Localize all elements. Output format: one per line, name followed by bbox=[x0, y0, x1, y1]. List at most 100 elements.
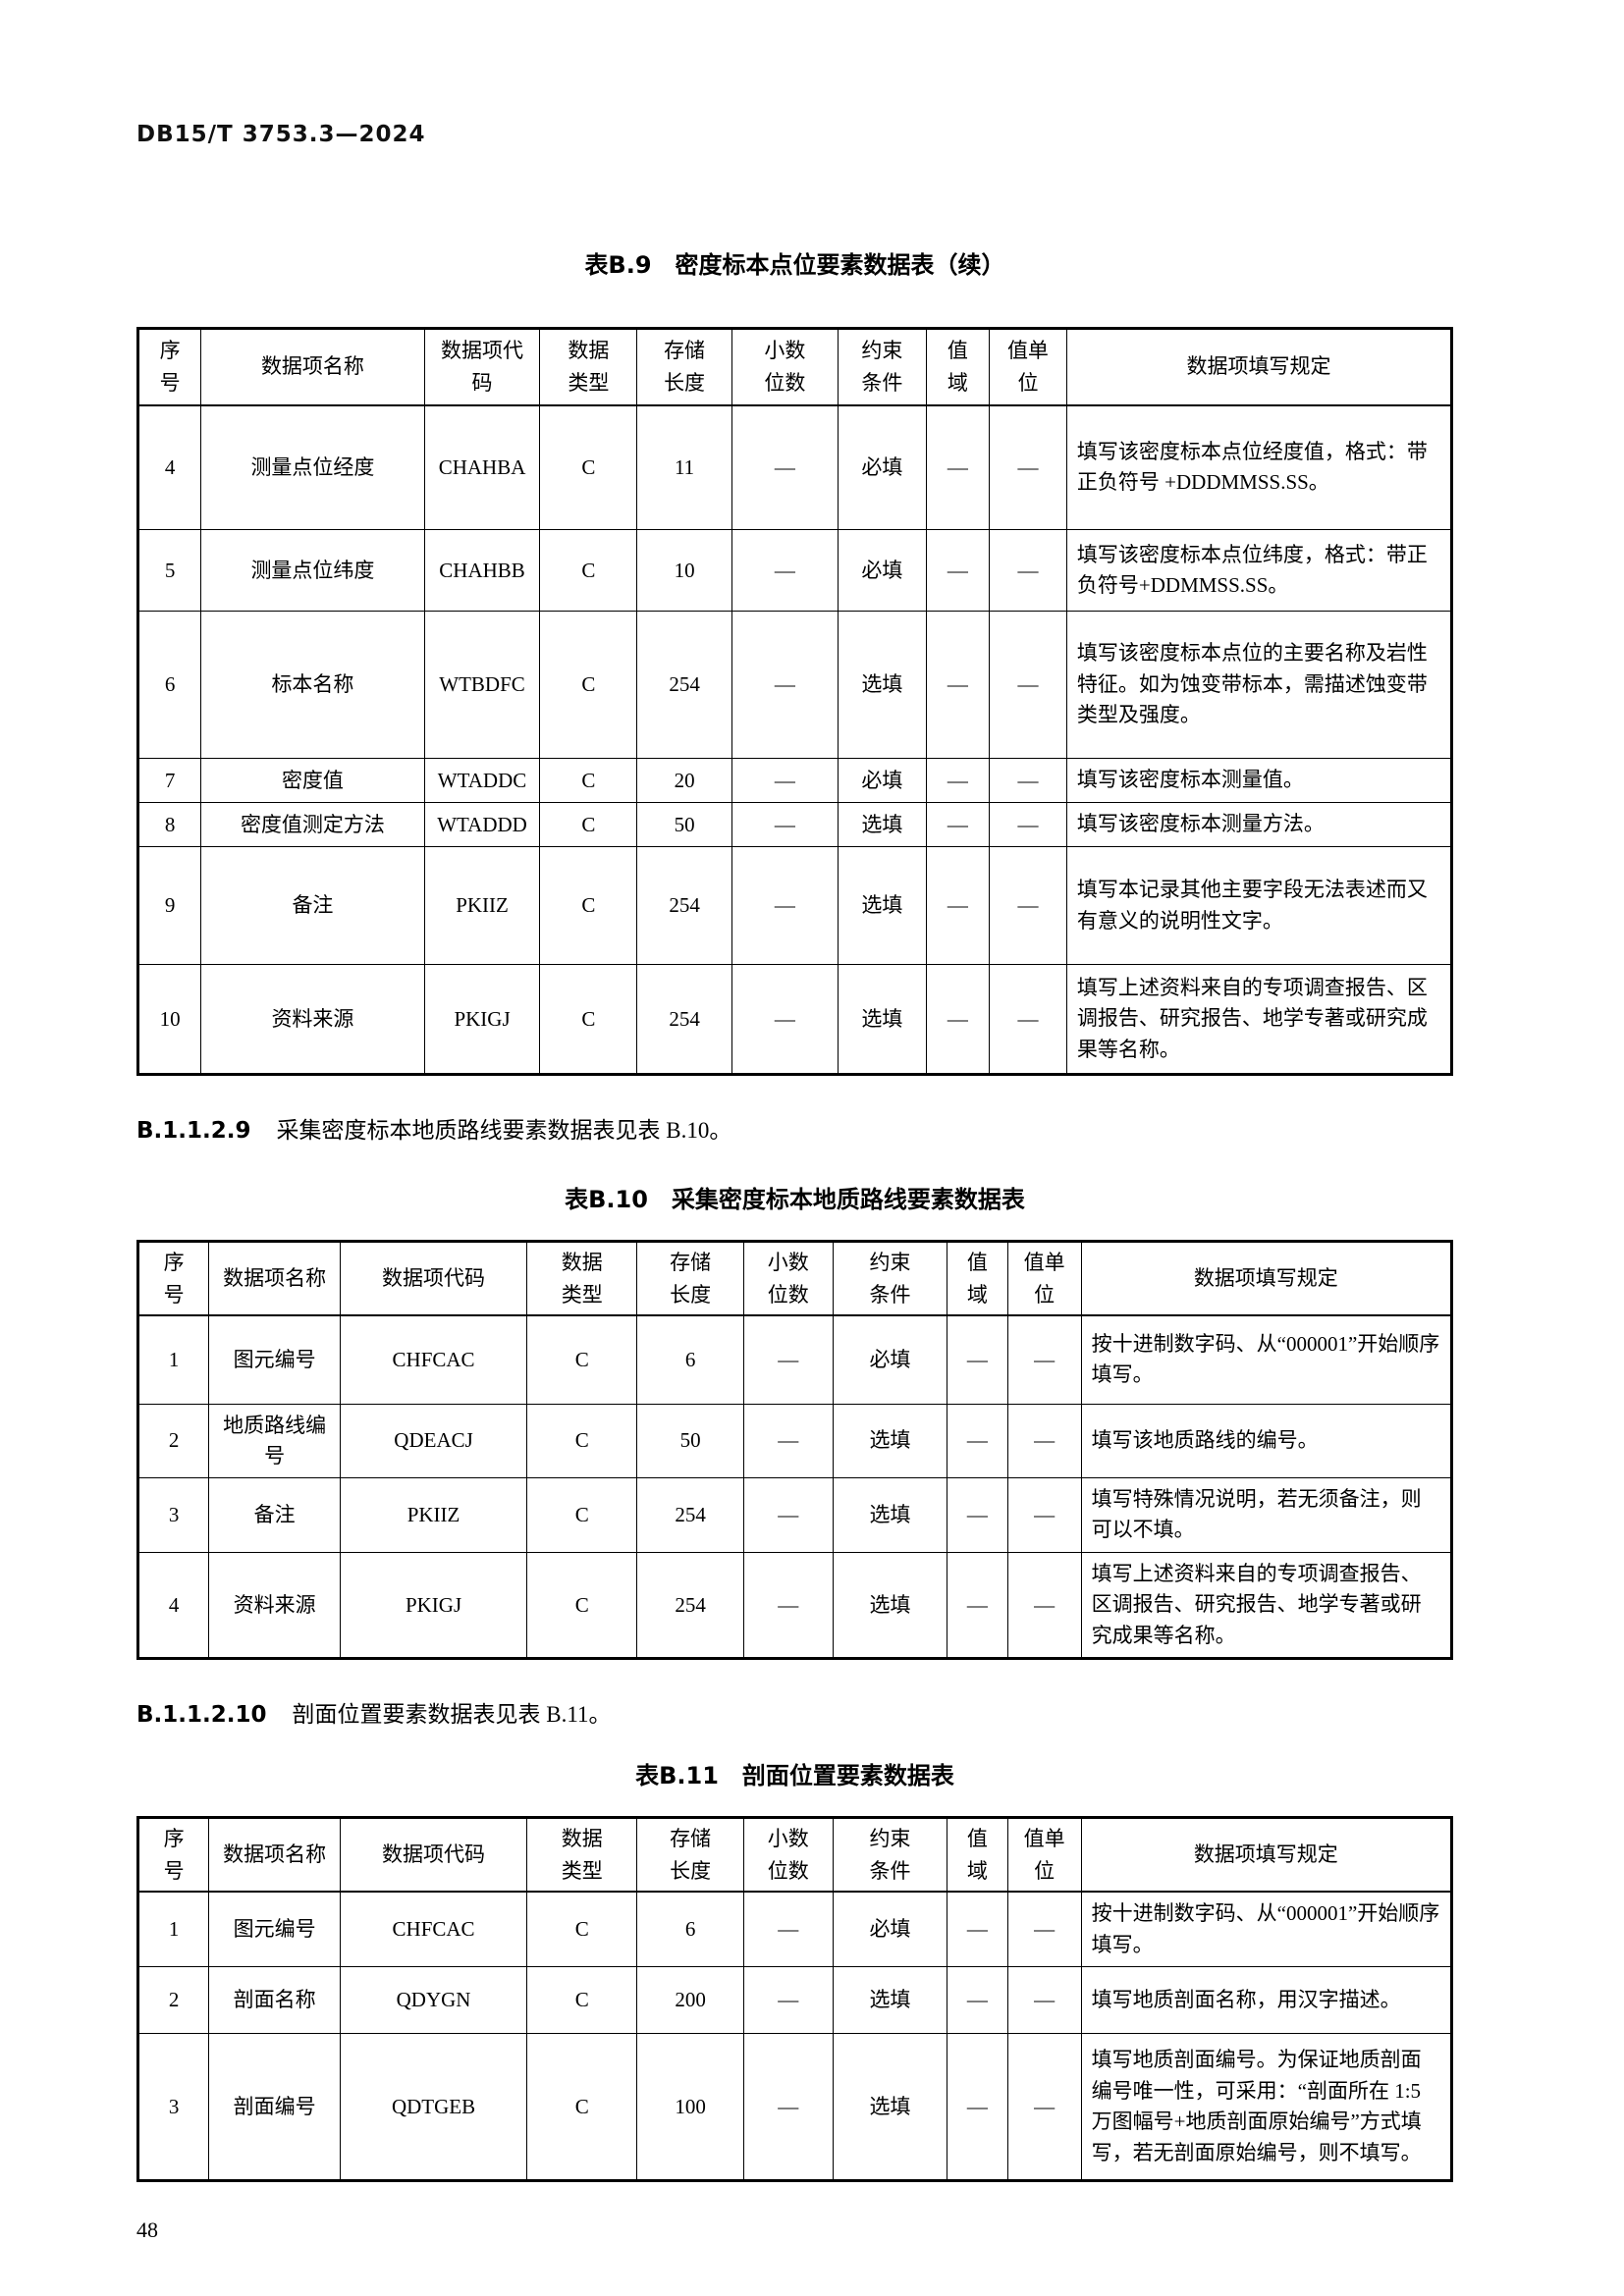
table-cell: — bbox=[1006, 2033, 1082, 2182]
table-cell: — bbox=[925, 611, 990, 759]
data-table-b11: 序 号数据项名称 数据项代码 数据 类型 存储 长度 小数 位数 约束 条件值 域值单 位… bbox=[136, 1816, 1453, 2183]
table-cell: — bbox=[742, 2033, 834, 2182]
table-cell: — bbox=[925, 846, 990, 965]
table-cell: C bbox=[526, 1314, 638, 1405]
table-cell: — bbox=[988, 404, 1067, 530]
column-header: 值 域 bbox=[947, 1241, 1008, 1317]
header-row: 序 号数据项名称 数据项代码 数据 类型 存储 长度 小数 位数 约束 条件值 域值单 位… bbox=[136, 1817, 1453, 1894]
table-cell: 填写该密度标本测量值。 bbox=[1065, 758, 1453, 803]
table-row: 10 资料来源 PKIGJ C 254— 选填 — — 填写上述资料来自的专项调查报告、区调报告… bbox=[136, 964, 1453, 1075]
column-header: 小数 位数 bbox=[731, 328, 839, 406]
table-body: 1 图元编号 CHFCAC C 6— 必填 — — 按十进制数字码、从“000001”开始顺序填… bbox=[136, 1314, 1453, 1660]
table-cell: 备注 bbox=[208, 1476, 342, 1553]
table-cell: — bbox=[731, 611, 839, 759]
clause-paragraph: B.1.1.2.10 剖面位置要素数据表见表 B.11。 bbox=[136, 1695, 1453, 1729]
table-cell: 剖面名称 bbox=[208, 1966, 342, 2035]
table-cell: — bbox=[731, 529, 839, 612]
table-b10-title: 表B.10 采集密度标本地质路线要素数据表 bbox=[565, 1186, 1025, 1213]
table-cell: C bbox=[539, 802, 638, 847]
table-cell: — bbox=[947, 1403, 1008, 1478]
table-cell: C bbox=[539, 846, 638, 965]
table-cell: 1 bbox=[136, 1891, 210, 1968]
column-header: 序 号 bbox=[136, 328, 202, 406]
column-header: 值 域 bbox=[947, 1817, 1008, 1894]
table-header: 序 号数据项名称 数据项代码 数据 类型 存储 长度 小数 位数 约束 条件值 域值单 位… bbox=[136, 1817, 1453, 1894]
table-cell: — bbox=[742, 1891, 834, 1968]
column-header: 数据项代码 bbox=[340, 1817, 528, 1894]
table-cell: 254 bbox=[636, 611, 732, 759]
clause-paragraph: B.1.1.2.9 采集密度标本地质路线要素数据表见表 B.10。 bbox=[136, 1111, 1453, 1145]
table-cell: PKIIZ bbox=[340, 1476, 528, 1553]
table-cell: 200 bbox=[636, 1966, 744, 2035]
table-cell: 11 bbox=[636, 404, 732, 530]
table-cell: 密度值测定方法 bbox=[200, 802, 425, 847]
table-cell: 3 bbox=[136, 1476, 210, 1553]
table-cell: 测量点位纬度 bbox=[200, 529, 425, 612]
table-cell: — bbox=[731, 802, 839, 847]
table-cell: C bbox=[526, 1891, 638, 1968]
clause-text: 采集密度标本地质路线要素数据表见表 B.10。 bbox=[276, 1118, 732, 1143]
table-cell: — bbox=[947, 1551, 1008, 1660]
table-cell: 6 bbox=[636, 1891, 744, 1968]
table-cell: QDTGEB bbox=[340, 2033, 528, 2182]
table-cell: C bbox=[526, 2033, 638, 2182]
table-cell: 填写该密度标本点位的主要名称及岩性特征。如为蚀变带标本，需描述蚀变带类型及强度。 bbox=[1065, 611, 1453, 759]
table-cell: PKIGJ bbox=[340, 1551, 528, 1660]
table-cell: — bbox=[947, 2033, 1008, 2182]
table-cell: 选填 bbox=[832, 1403, 948, 1478]
table-row: 7 密度值 WTADDC C 20— 必填 — — 填写该密度标本测量值。 bbox=[136, 758, 1453, 803]
table-cell: — bbox=[947, 1476, 1008, 1553]
table-cell: 填写上述资料来自的专项调查报告、区调报告、研究报告、地学专著或研究成果等名称。 bbox=[1065, 964, 1453, 1075]
table-row: 4 资料来源 PKIGJ C 254— 选填 — — 填写上述资料来自的专项调查报告、区调报告、… bbox=[136, 1551, 1453, 1660]
table-cell: 填写该密度标本点位纬度，格式：带正负符号+DDMMSS.SS。 bbox=[1065, 529, 1453, 612]
table-cell: 测量点位经度 bbox=[200, 404, 425, 530]
table-cell: — bbox=[1006, 1476, 1082, 1553]
table-cell: 8 bbox=[136, 802, 202, 847]
table-cell: 6 bbox=[136, 611, 202, 759]
data-table-b9: 序 号数据项名称 数据项代 码数据 类型 存储 长度 小数 位数 约束 条件值 域值单 … bbox=[136, 327, 1453, 1076]
column-header: 约束 条件 bbox=[832, 1241, 948, 1317]
table-cell: 按十进制数字码、从“000001”开始顺序填写。 bbox=[1080, 1891, 1453, 1968]
table-cell: CHAHBB bbox=[423, 529, 541, 612]
table-cell: 填写上述资料来自的专项调查报告、区调报告、研究报告、地学专著或研究成果等名称。 bbox=[1080, 1551, 1453, 1660]
table-cell: CHAHBA bbox=[423, 404, 541, 530]
table-row: 8 密度值测定方法 WTADDD C 50— 选填 — — 填写该密度标本测量方法。 bbox=[136, 802, 1453, 847]
table-cell: C bbox=[526, 1966, 638, 2035]
table-cell: 254 bbox=[636, 846, 732, 965]
table-cell: — bbox=[742, 1476, 834, 1553]
table-header: 序 号数据项名称 数据项代码 数据 类型 存储 长度 小数 位数 约束 条件值 域值单 位… bbox=[136, 1241, 1453, 1317]
column-header: 数据项名称 bbox=[208, 1817, 342, 1894]
table-cell: 选填 bbox=[832, 1476, 948, 1553]
table-cell: 按十进制数字码、从“000001”开始顺序填写。 bbox=[1080, 1314, 1453, 1405]
table-cell: 选填 bbox=[838, 802, 927, 847]
column-header: 数据项填写规定 bbox=[1080, 1241, 1453, 1317]
column-header: 数据 类型 bbox=[526, 1817, 638, 1894]
table-row: 1 图元编号 CHFCAC C 6— 必填 — — 按十进制数字码、从“000001”开始顺序填… bbox=[136, 1891, 1453, 1968]
table-cell: — bbox=[731, 846, 839, 965]
table-cell: — bbox=[925, 758, 990, 803]
table-cell: 填写地质剖面编号。为保证地质剖面编号唯一性，可采用：“剖面所在 1:5 万图幅号… bbox=[1080, 2033, 1453, 2182]
table-cell: WTBDFC bbox=[423, 611, 541, 759]
table-cell: 选填 bbox=[832, 2033, 948, 2182]
table-row: 6 标本名称 WTBDFC C 254— 选填 — — 填写该密度标本点位的主要名称及岩性特征。… bbox=[136, 611, 1453, 759]
column-header: 数据项填写规定 bbox=[1080, 1817, 1453, 1894]
table-cell: QDYGN bbox=[340, 1966, 528, 2035]
column-header: 存储 长度 bbox=[636, 1817, 744, 1894]
table-cell: 2 bbox=[136, 1403, 210, 1478]
table-cell: — bbox=[925, 529, 990, 612]
column-header: 数据项名称 bbox=[208, 1241, 342, 1317]
data-table-b10: 序 号数据项名称 数据项代码 数据 类型 存储 长度 小数 位数 约束 条件值 域值单 位… bbox=[136, 1240, 1453, 1661]
table-cell: 4 bbox=[136, 1551, 210, 1660]
table-cell: 9 bbox=[136, 846, 202, 965]
table-cell: 必填 bbox=[838, 758, 927, 803]
table-cell: 填写地质剖面名称，用汉字描述。 bbox=[1080, 1966, 1453, 2035]
table-cell: WTADDD bbox=[423, 802, 541, 847]
table-cell: 254 bbox=[636, 1551, 744, 1660]
table-cell: 填写该密度标本测量方法。 bbox=[1065, 802, 1453, 847]
table-cell: — bbox=[1006, 1891, 1082, 1968]
table-cell: 254 bbox=[636, 1476, 744, 1553]
table-cell: 50 bbox=[636, 1403, 744, 1478]
table-cell: 资料来源 bbox=[200, 964, 425, 1075]
column-header: 存储 长度 bbox=[636, 1241, 744, 1317]
column-header: 约束 条件 bbox=[832, 1817, 948, 1894]
